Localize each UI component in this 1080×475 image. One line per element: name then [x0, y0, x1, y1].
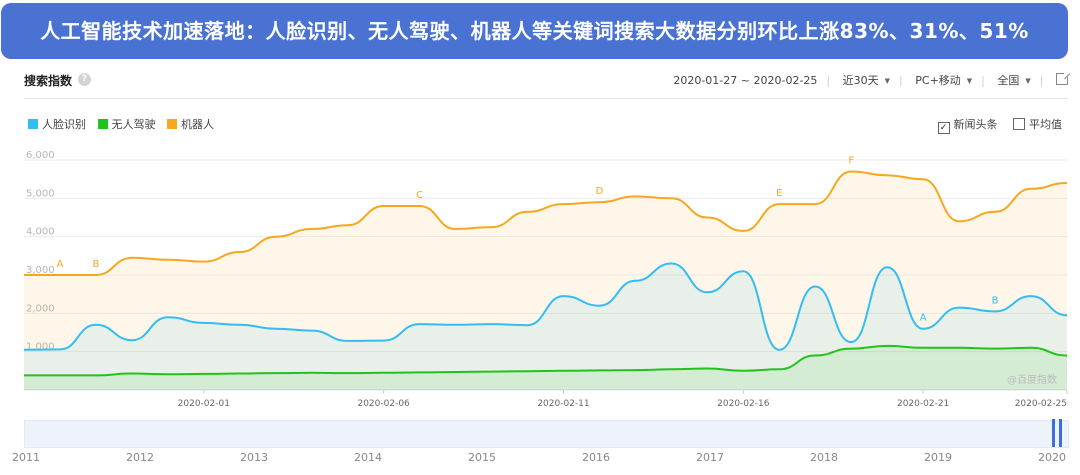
news-checkbox[interactable]: ✓ 新闻头条 [937, 116, 998, 134]
x-tick-label: 2020-02-25 [1015, 399, 1067, 409]
y-tick-label: 1,000 [26, 342, 55, 353]
legend-item-robot[interactable]: 机器人 [167, 116, 214, 132]
navigator-year-label: 2020 [1038, 451, 1066, 464]
range-handle-right[interactable] [1059, 419, 1062, 447]
y-tick-label: 4,000 [26, 227, 55, 238]
annotation-marker: D [596, 186, 604, 197]
annotation-marker: E [776, 188, 782, 199]
series-line-1 [24, 344, 1068, 377]
annotation-marker: A [57, 259, 64, 270]
navigator-years: 2011 2012 2013 2014 2015 2016 2017 2018 2019 2020 [0, 451, 1080, 465]
series-line-2 [23, 170, 1068, 276]
navigator-year-label: 2018 [810, 451, 838, 464]
device-label: PC+移动 [915, 74, 961, 87]
chevron-down-icon: ▼ [1025, 77, 1031, 85]
annotation-marker: B [92, 259, 99, 270]
navigator-year-label: 2017 [696, 451, 724, 464]
date-range[interactable]: 2020-01-27 ~ 2020-02-25 [673, 74, 818, 87]
search-index-chart: 1,000 2,000 3,000 4,000 5,000 6,000 2020-02-01… [23, 150, 1068, 409]
panel-title: 搜索指数 [24, 74, 73, 88]
average-label: 平均值 [1029, 118, 1062, 131]
series-area-1 [24, 345, 1067, 390]
navigator-year-label: 2016 [582, 451, 610, 464]
legend-swatch [167, 119, 177, 129]
headline-banner: 人工智能技术加速落地：人脸识别、无人驾驶、机器人等关键词搜索大数据分别环比上涨8… [1, 3, 1068, 59]
news-label: 新闻头条 [953, 118, 998, 131]
divider: | [981, 74, 985, 87]
chevron-down-icon: ▼ [884, 77, 891, 85]
y-tick-label: 6,000 [26, 150, 55, 161]
navigator-year-label: 2015 [468, 451, 496, 464]
divider: | [1039, 74, 1044, 87]
legend-label: 无人驾驶 [111, 118, 156, 131]
chart-legend: 人脸识别 无人驾驶 机器人 [28, 116, 222, 132]
device-dropdown[interactable]: PC+移动 ▼ [915, 72, 972, 88]
y-tick-label: 2,000 [26, 303, 55, 314]
x-tick-label: 2020-02-06 [357, 399, 410, 409]
divider: | [899, 74, 903, 87]
divider: | [826, 74, 831, 87]
toolbar-controls: 2020-01-27 ~ 2020-02-25 | 近30天 ▼ | PC+移动 ▼ | … [673, 71, 1070, 88]
chevron-down-icon: ▼ [966, 77, 973, 85]
region-dropdown[interactable]: 全国 ▼ [997, 72, 1030, 88]
range-navigator[interactable] [24, 420, 1069, 448]
help-icon[interactable]: ? [78, 73, 91, 86]
navigator-year-label: 2014 [354, 451, 382, 464]
x-tick-label: 2020-02-01 [178, 399, 230, 409]
navigator-year-label: 2013 [240, 451, 268, 464]
legend-label: 人脸识别 [42, 118, 86, 131]
navigator-year-label: 2012 [126, 451, 154, 464]
x-tick-label: 2020-02-16 [717, 399, 770, 409]
series-area-2 [24, 171, 1067, 390]
series-line-0 [23, 262, 1068, 351]
legend-item-face[interactable]: 人脸识别 [28, 116, 86, 132]
range-handle-left[interactable] [1052, 419, 1055, 447]
annotation-marker: B [992, 295, 999, 306]
legend-item-auto[interactable]: 无人驾驶 [97, 116, 156, 132]
period-dropdown[interactable]: 近30天 ▼ [843, 72, 890, 88]
navigator-year-label: 2011 [12, 451, 40, 464]
share-icon[interactable] [1056, 71, 1070, 85]
annotation-marker: C [416, 190, 423, 201]
y-tick-label: 3,000 [26, 265, 55, 276]
region-label: 全国 [997, 74, 1020, 87]
index-toolbar: 搜索指数 ? 2020-01-27 ~ 2020-02-25 | 近30天 ▼ | P… [24, 64, 1070, 99]
average-checkbox[interactable]: 平均值 [1013, 116, 1062, 132]
legend-swatch [28, 119, 38, 129]
checkbox-icon [1013, 118, 1025, 130]
y-tick-label: 5,000 [26, 188, 55, 199]
watermark: @百度指数 [1007, 375, 1057, 386]
period-label: 近30天 [842, 74, 879, 87]
x-tick-label: 2020-02-21 [897, 399, 949, 409]
annotation-marker: A [920, 313, 927, 324]
x-tick-label: 2020-02-11 [537, 399, 589, 409]
legend-swatch [97, 119, 108, 129]
legend-label: 机器人 [181, 118, 214, 131]
annotation-marker: F [848, 156, 854, 167]
navigator-year-label: 2019 [924, 451, 952, 464]
chart-options: ✓ 新闻头条 平均值 [926, 116, 1062, 134]
checkbox-checked-icon: ✓ [937, 122, 950, 134]
